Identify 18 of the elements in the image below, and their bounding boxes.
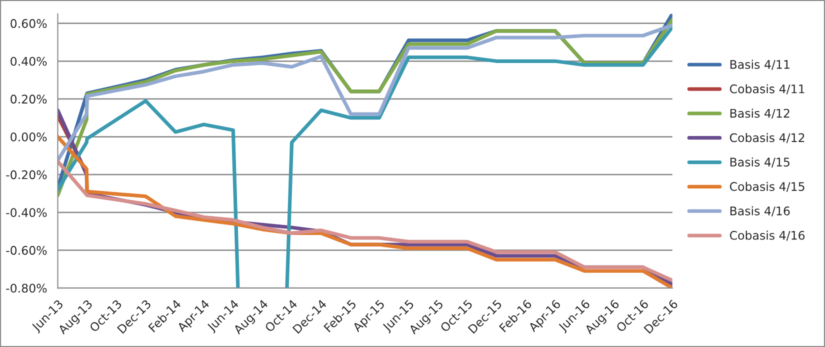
y-tick-label: 0.00% <box>10 132 47 142</box>
y-tick-label: -0.80% <box>6 284 47 293</box>
legend-label: Cobasis 4/15 <box>730 182 804 192</box>
legend-label: Basis 4/11 <box>730 60 790 70</box>
y-tick-label: -0.20% <box>6 170 47 180</box>
legend-label: Cobasis 4/11 <box>730 84 804 94</box>
y-tick-label: 0.20% <box>10 94 47 104</box>
legend-label: Basis 4/15 <box>730 157 790 168</box>
y-tick-label: -0.60% <box>6 246 47 255</box>
legend-label: Basis 4/12 <box>730 108 790 119</box>
y-tick-label: -0.40% <box>6 208 47 218</box>
legend-label: Cobasis 4/16 <box>730 230 805 241</box>
legend-label: Cobasis 4/12 <box>730 133 804 144</box>
y-tick-label: 0.60% <box>10 19 47 28</box>
line-series <box>58 23 672 162</box>
legend-label: Basis 4/16 <box>730 206 790 216</box>
y-tick-label: 0.40% <box>10 56 47 66</box>
line-series <box>58 160 672 282</box>
